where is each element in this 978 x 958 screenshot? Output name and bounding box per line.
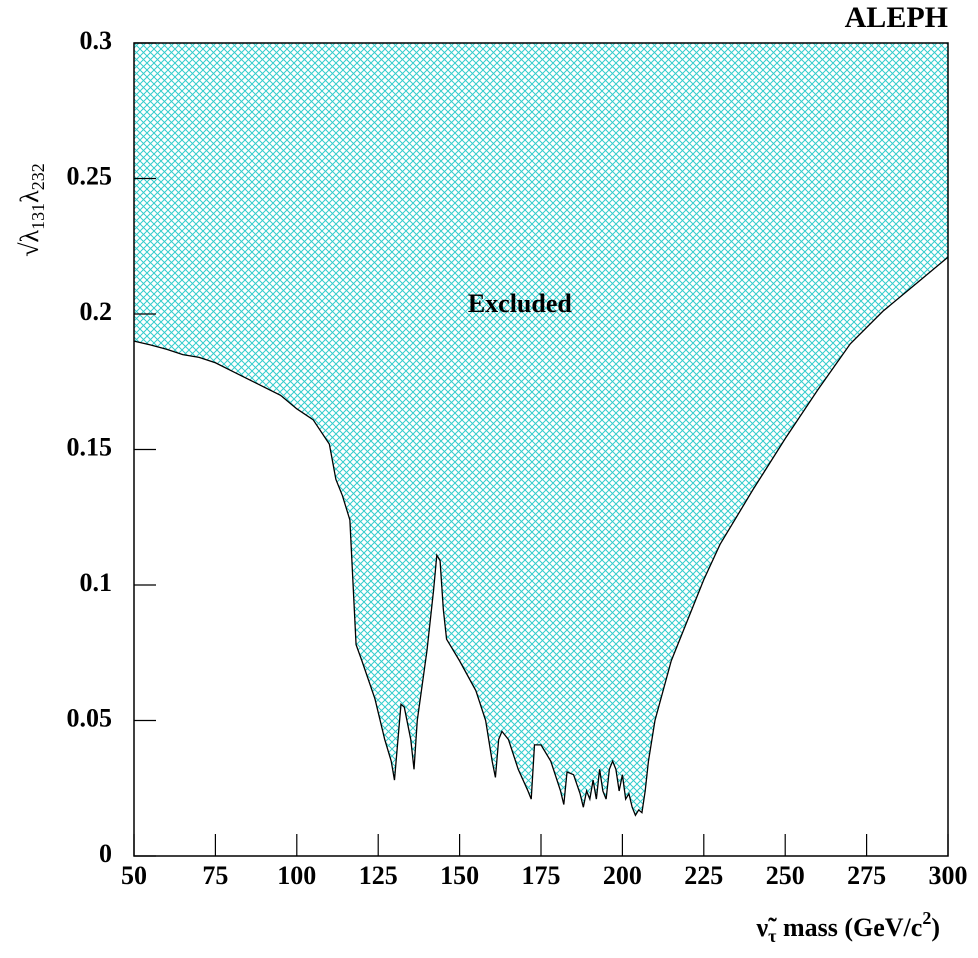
x-tick-label: 175 — [522, 861, 561, 890]
y-tick-label: 0.2 — [80, 297, 113, 326]
y-label-part: 232 — [28, 163, 48, 190]
x-tick-label: 125 — [359, 861, 398, 890]
chart-title: ALEPH — [845, 1, 948, 34]
x-label-part: τ — [768, 926, 777, 946]
excluded-region — [134, 43, 948, 816]
y-tick-label: 0.05 — [67, 703, 113, 732]
x-tick-label: 200 — [603, 861, 642, 890]
x-tick-label: 300 — [929, 861, 968, 890]
x-tick-label: 100 — [277, 861, 316, 890]
x-tick-label: 225 — [684, 861, 723, 890]
y-label-part: λ — [15, 190, 44, 203]
limit-line — [133, 256, 949, 817]
y-tick-label: 0.1 — [80, 568, 113, 597]
y-tick-label: 0 — [99, 839, 112, 868]
y-tick-label: 0.15 — [67, 432, 113, 461]
x-label-part: ) — [931, 913, 940, 942]
y-axis-label: √λ131λ232 — [15, 163, 48, 257]
y-label-part: 131 — [28, 203, 48, 230]
x-tick-label: 75 — [202, 861, 228, 890]
x-tick-label: 50 — [121, 861, 147, 890]
x-tick-label: 250 — [766, 861, 805, 890]
y-tick-label: 0.3 — [80, 26, 113, 55]
x-tick-label: 150 — [440, 861, 479, 890]
annotation: Excluded — [468, 289, 573, 318]
x-label-part: mass (GeV/c — [776, 913, 922, 942]
x-label-part: 2 — [922, 908, 931, 928]
y-tick-label: 0.25 — [67, 161, 113, 190]
x-tick-label: 275 — [847, 861, 886, 890]
x-axis-label: ν̃τ mass (GeV/c2) — [756, 908, 940, 946]
y-label-part: √λ — [15, 229, 44, 256]
